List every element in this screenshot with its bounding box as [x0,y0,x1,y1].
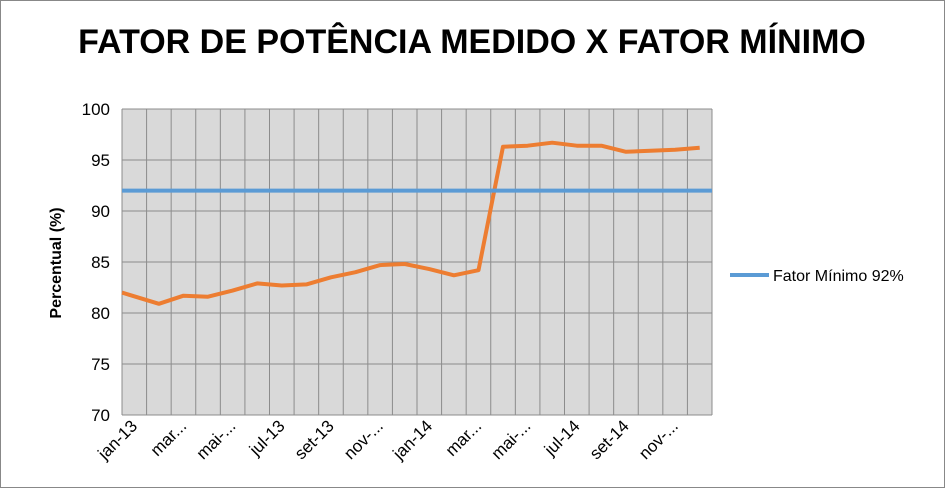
legend-label: Fator Mínimo 92% [773,268,904,285]
y-tick-label: 75 [91,355,110,374]
y-tick-label: 80 [91,304,110,323]
y-axis-label: Percentual (%) [48,207,65,318]
measured-factor-line [121,140,700,306]
y-tick-label: 90 [91,202,110,221]
y-tick-label: 70 [91,406,110,425]
chart-title: FATOR DE POTÊNCIA MEDIDO X FATOR MÍNIMO [78,23,866,61]
y-tick-label: 100 [82,100,110,119]
y-tick-label: 95 [91,151,110,170]
y-tick-label: 85 [91,253,110,272]
